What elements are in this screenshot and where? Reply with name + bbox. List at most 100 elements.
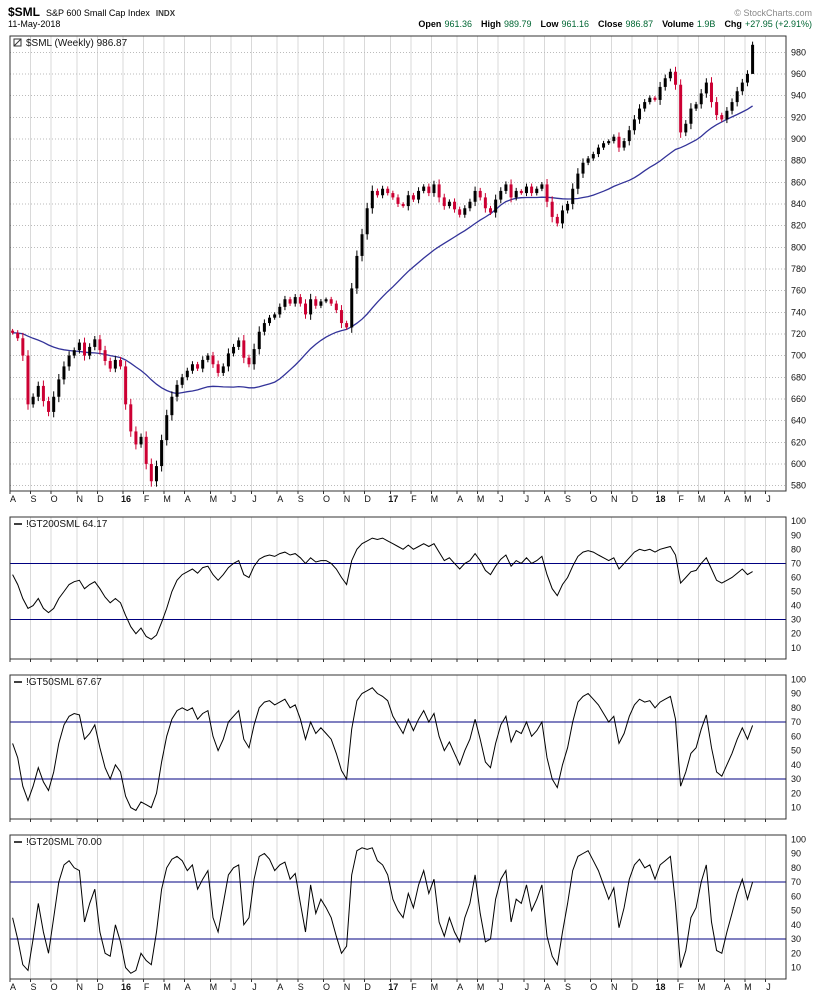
y-axis-labels: 10 20 30 40 50 60 70 80 90 100 [791, 516, 806, 653]
svg-text:S: S [565, 982, 571, 992]
index-name: S&P 600 Small Cap Index [46, 8, 150, 18]
svg-text:18: 18 [656, 494, 666, 504]
x-axis-labels: A S O N D 16 F M A M J J A S O N D 17 F M A M J J A S O N D 18 F M A M J [10, 494, 771, 504]
svg-text:70: 70 [791, 558, 801, 568]
gt200sml-panel: 10 20 30 40 50 60 70 80 90 100 !GT200SML 64.17 [9, 516, 806, 662]
price-panel: 580 600 620 640 660 680 700 720 740 760 780 800 820 8… [9, 35, 806, 504]
svg-text:J: J [525, 982, 530, 992]
svg-text:O: O [590, 494, 597, 504]
svg-text:70: 70 [791, 717, 801, 727]
svg-text:20: 20 [791, 788, 801, 798]
svg-text:50: 50 [791, 746, 801, 756]
svg-text:M: M [477, 982, 485, 992]
svg-text:900: 900 [791, 134, 806, 144]
indicator-legend: !GT50SML 67.67 [14, 677, 102, 688]
svg-text:80: 80 [791, 703, 801, 713]
svg-text:60: 60 [791, 891, 801, 901]
svg-text:J: J [766, 494, 771, 504]
svg-text:O: O [51, 982, 58, 992]
svg-text:J: J [766, 982, 771, 992]
svg-text:17: 17 [388, 494, 398, 504]
quote-value: +27.95 (+2.91%) [744, 19, 812, 29]
plot-border [9, 834, 787, 980]
svg-text:90: 90 [791, 849, 801, 859]
exchange-label: INDX [155, 9, 176, 18]
quote-row: 11-May-2018 Open 961.36 High 989.79 Low 961.1… [8, 19, 812, 33]
quote-value: 961.16 [561, 19, 590, 29]
svg-text:100: 100 [791, 516, 806, 526]
svg-text:J: J [232, 982, 237, 992]
svg-text:980: 980 [791, 47, 806, 57]
svg-text:J: J [252, 982, 257, 992]
svg-text:A: A [185, 982, 191, 992]
svg-text:860: 860 [791, 177, 806, 187]
svg-text:740: 740 [791, 307, 806, 317]
signal-lines [10, 721, 786, 780]
svg-text:S: S [31, 494, 37, 504]
month-gridlines [9, 675, 766, 819]
svg-text:30: 30 [791, 774, 801, 784]
y-axis-labels: 10 20 30 40 50 60 70 80 90 100 [791, 834, 806, 972]
svg-text:S: S [298, 982, 304, 992]
svg-text:A: A [544, 494, 550, 504]
y-axis-labels: 10 20 30 40 50 60 70 80 90 100 [791, 674, 806, 812]
svg-text:40: 40 [791, 760, 801, 770]
quote-label: High [480, 19, 501, 29]
plot-border [9, 674, 787, 820]
price-legend-label: $SML (Weekly) 986.87 [26, 38, 128, 49]
svg-text:16: 16 [121, 494, 131, 504]
svg-text:10: 10 [791, 643, 801, 653]
svg-text:N: N [77, 494, 84, 504]
quote-value: 961.36 [444, 19, 472, 29]
svg-text:720: 720 [791, 329, 806, 339]
svg-text:100: 100 [791, 674, 806, 684]
svg-text:N: N [77, 982, 84, 992]
svg-text:660: 660 [791, 394, 806, 404]
svg-text:80: 80 [791, 544, 801, 554]
svg-text:J: J [252, 494, 257, 504]
svg-text:J: J [499, 494, 504, 504]
svg-text:O: O [323, 982, 330, 992]
svg-text:40: 40 [791, 601, 801, 611]
quote-label: Volume [662, 19, 694, 29]
svg-text:F: F [411, 494, 417, 504]
svg-text:80: 80 [791, 863, 801, 873]
svg-text:D: D [97, 494, 104, 504]
svg-text:A: A [724, 494, 730, 504]
symbol: $SML [8, 5, 41, 19]
month-gridlines [9, 36, 766, 491]
signal-lines [10, 562, 786, 621]
svg-text:M: M [744, 494, 752, 504]
quote-value: 989.79 [503, 19, 532, 29]
svg-text:F: F [411, 982, 417, 992]
svg-text:D: D [364, 982, 371, 992]
indicator-line [12, 687, 754, 812]
svg-text:D: D [364, 494, 371, 504]
svg-text:D: D [97, 982, 104, 992]
svg-text:A: A [185, 494, 191, 504]
svg-text:F: F [144, 982, 150, 992]
svg-text:700: 700 [791, 351, 806, 361]
svg-text:F: F [678, 494, 684, 504]
price-legend: $SML (Weekly) 986.87 [13, 38, 128, 49]
svg-text:820: 820 [791, 221, 806, 231]
svg-text:40: 40 [791, 920, 801, 930]
svg-text:960: 960 [791, 69, 806, 79]
svg-text:A: A [10, 494, 16, 504]
quote-summary: Open 961.36 High 989.79 Low 961.16 Close 986.87… [409, 19, 812, 29]
svg-text:N: N [611, 494, 618, 504]
svg-text:17: 17 [388, 982, 398, 992]
svg-text:880: 880 [791, 156, 806, 166]
quote-value: 1.9B [696, 19, 716, 29]
svg-text:600: 600 [791, 459, 806, 469]
svg-text:O: O [323, 494, 330, 504]
svg-text:16: 16 [121, 982, 131, 992]
month-gridlines [9, 517, 766, 659]
svg-text:J: J [499, 982, 504, 992]
indicator-legend-label: !GT200SML 64.17 [26, 519, 108, 530]
plot-border [9, 35, 787, 492]
svg-text:D: D [632, 494, 639, 504]
chart-header: $SML S&P 600 Small Cap Index INDX © Stoc… [0, 0, 820, 33]
indicator-line [12, 847, 754, 974]
gt50sml-panel: 10 20 30 40 50 60 70 80 90 100 !GT50SML 67.67 [9, 674, 806, 822]
